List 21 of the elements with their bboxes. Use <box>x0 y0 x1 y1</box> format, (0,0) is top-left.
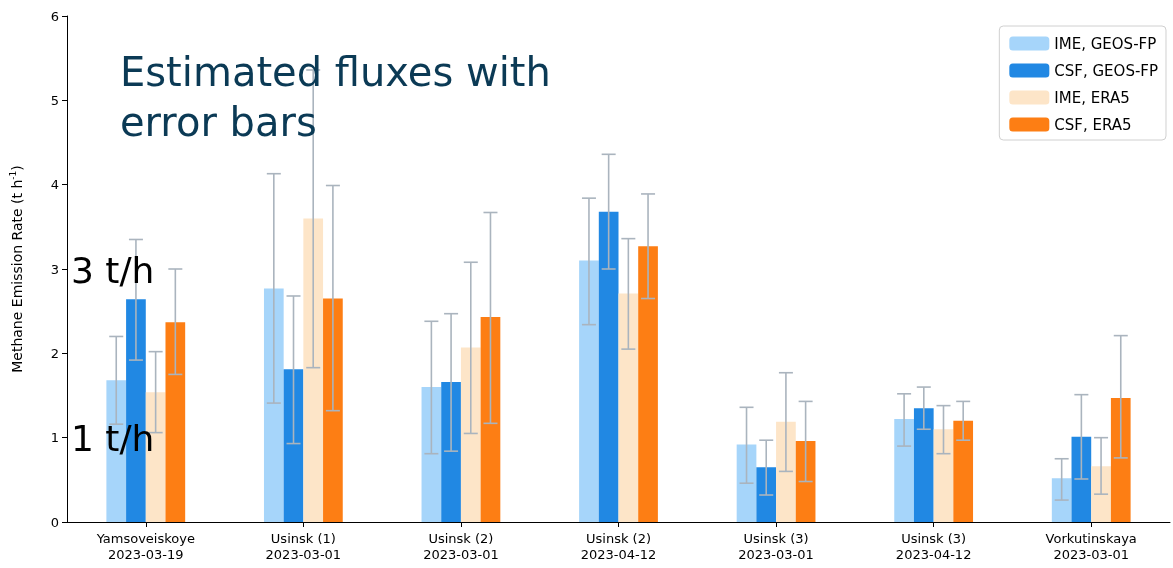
y-tick-label: 2 <box>50 345 59 361</box>
x-tick-label: Vorkutinskaya 2023-03-01 <box>1045 530 1137 562</box>
x-tick-label: Usinsk (1) 2023-03-01 <box>265 530 342 562</box>
y-tick-label: 1 <box>50 430 59 446</box>
y-tick-label: 0 <box>50 514 59 530</box>
x-tick-label: Usinsk (3) 2023-04-12 <box>895 530 972 562</box>
y-tick-label: 3 <box>50 261 59 277</box>
y-tick-label: 4 <box>50 177 59 193</box>
x-tick-label: Usinsk (2) 2023-03-01 <box>423 530 499 562</box>
y-tick-label: 5 <box>50 92 59 108</box>
x-tick-label: Usinsk (2) 2023-04-12 <box>580 530 657 562</box>
legend-label: IME, GEOS-FP <box>1054 34 1157 53</box>
legend-label: IME, ERA5 <box>1054 88 1130 107</box>
x-tick-label: Usinsk (3) 2023-03-01 <box>738 530 814 562</box>
annotation: 3 t/h <box>71 249 155 291</box>
legend-label: CSF, ERA5 <box>1054 115 1132 134</box>
y-tick-label: 6 <box>50 8 59 24</box>
y-axis-title: Methane Emission Rate (t h-1) <box>7 165 25 373</box>
legend-label: CSF, GEOS-FP <box>1054 61 1159 80</box>
x-tick-label: Yamsoveiskoye 2023-03-19 <box>95 530 195 562</box>
text: Estimated fluxes with error bars <box>120 49 564 145</box>
